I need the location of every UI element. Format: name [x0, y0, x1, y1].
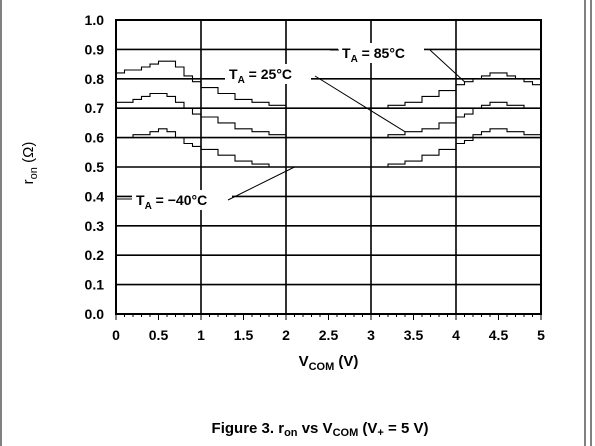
series-label-main: T — [136, 192, 145, 208]
y-tick-label: 0.4 — [85, 188, 105, 204]
series-label-main: T — [229, 66, 238, 82]
series-label-sub: A — [351, 54, 358, 65]
annotation-leader — [314, 75, 406, 133]
x-tick-label: 0 — [112, 327, 120, 343]
annotation-bg — [225, 64, 311, 84]
ron-vs-vcom-chart: 0.0 0.1 0.2 0.3 0.4 0.5 0.6 0.7 0.8 0.9 1.0 0 0.5 1 1… — [20, 12, 545, 373]
caption-mid: vs V — [297, 420, 333, 437]
series-label-1: TA = 25°C — [229, 66, 292, 86]
caption-mid2: (V — [358, 420, 378, 437]
x-tick-label: 0.5 — [149, 327, 169, 343]
x-tick-label: 2.5 — [319, 327, 339, 343]
series-label-main: T — [342, 45, 351, 61]
caption-sub-com: COM — [332, 427, 359, 439]
x-tick-label: 3 — [367, 327, 375, 343]
y-tick-label: 0.5 — [85, 159, 105, 175]
series-label-sub: A — [145, 201, 152, 212]
x-tick-label: 2 — [282, 327, 290, 343]
y-tick-label: 0.2 — [85, 247, 105, 263]
x-tick-label: 1 — [197, 327, 205, 343]
y-tick-label: 0.8 — [85, 71, 105, 87]
caption-prefix: Figure 3. r — [211, 420, 285, 437]
x-tick-label: 3.5 — [404, 327, 424, 343]
x-tick-labels: 0 0.5 1 1.5 2 2.5 3 3.5 4 4.5 5 — [112, 327, 545, 343]
y-tick-labels: 0.0 0.1 0.2 0.3 0.4 0.5 0.6 0.7 0.8 0.9 1.0 — [85, 12, 105, 322]
y-tick-label: 0.1 — [85, 277, 105, 293]
axis-labels: VCOM (V) ron (Ω) — [20, 142, 358, 373]
annotation-leader — [227, 166, 295, 201]
y-tick-label: 0.0 — [85, 306, 105, 322]
series-line-1 — [116, 92, 542, 139]
series-label-rest: = 25°C — [245, 66, 292, 82]
y-tick-label: 0.3 — [85, 218, 105, 234]
y-tick-label: 1.0 — [85, 12, 105, 28]
y-tick-label: 0.6 — [85, 130, 105, 146]
x-axis-label: VCOM (V) — [299, 353, 359, 373]
y-tick-label: 0.7 — [85, 100, 105, 116]
series-label-2: TA = −40°C — [136, 192, 207, 212]
x-tick-label: 1.5 — [234, 327, 254, 343]
series-label-rest: = 85°C — [358, 45, 405, 61]
series-lines — [116, 60, 542, 168]
series-annotations: TA = 85°CTA = 25°CTA = −40°C — [116, 43, 465, 212]
caption-sub-plus: + — [377, 427, 384, 439]
grid — [115, 19, 542, 320]
series-label-0: TA = 85°C — [342, 45, 405, 65]
annotation-leader — [429, 49, 465, 83]
annotation-bg — [132, 190, 232, 210]
caption-sub-on: on — [284, 427, 298, 439]
annotation-bg — [338, 43, 424, 63]
plot-frame — [115, 19, 542, 315]
caption-suffix: = 5 V) — [383, 420, 429, 437]
y-axis-label: ron (Ω) — [20, 142, 40, 185]
x-tick-label: 4 — [452, 327, 460, 343]
series-line-2 — [116, 128, 542, 168]
series-line-0 — [116, 60, 542, 109]
series-label-rest: = −40°C — [152, 192, 207, 208]
y-tick-label: 0.9 — [85, 41, 105, 57]
figure-caption: Figure 3. ron vs VCOM (V+ = 5 V) — [0, 420, 595, 439]
series-label-sub: A — [238, 75, 245, 86]
x-tick-label: 5 — [537, 327, 545, 343]
x-tick-label: 4.5 — [489, 327, 509, 343]
